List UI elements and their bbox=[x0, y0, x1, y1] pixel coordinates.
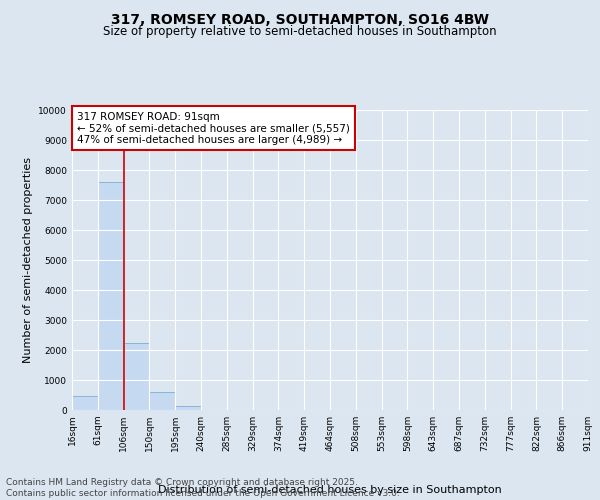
Bar bbox=[149, 392, 175, 410]
Text: Size of property relative to semi-detached houses in Southampton: Size of property relative to semi-detach… bbox=[103, 25, 497, 38]
Text: 317 ROMSEY ROAD: 91sqm
← 52% of semi-detached houses are smaller (5,557)
47% of : 317 ROMSEY ROAD: 91sqm ← 52% of semi-det… bbox=[77, 112, 350, 144]
Text: Distribution of semi-detached houses by size in Southampton: Distribution of semi-detached houses by … bbox=[158, 485, 502, 495]
Text: 317, ROMSEY ROAD, SOUTHAMPTON, SO16 4BW: 317, ROMSEY ROAD, SOUTHAMPTON, SO16 4BW bbox=[111, 12, 489, 26]
Bar bbox=[72, 396, 98, 410]
Text: Contains HM Land Registry data © Crown copyright and database right 2025.
Contai: Contains HM Land Registry data © Crown c… bbox=[6, 478, 400, 498]
Bar bbox=[98, 182, 124, 410]
Bar bbox=[175, 406, 201, 410]
Bar bbox=[124, 342, 149, 410]
Y-axis label: Number of semi-detached properties: Number of semi-detached properties bbox=[23, 157, 33, 363]
